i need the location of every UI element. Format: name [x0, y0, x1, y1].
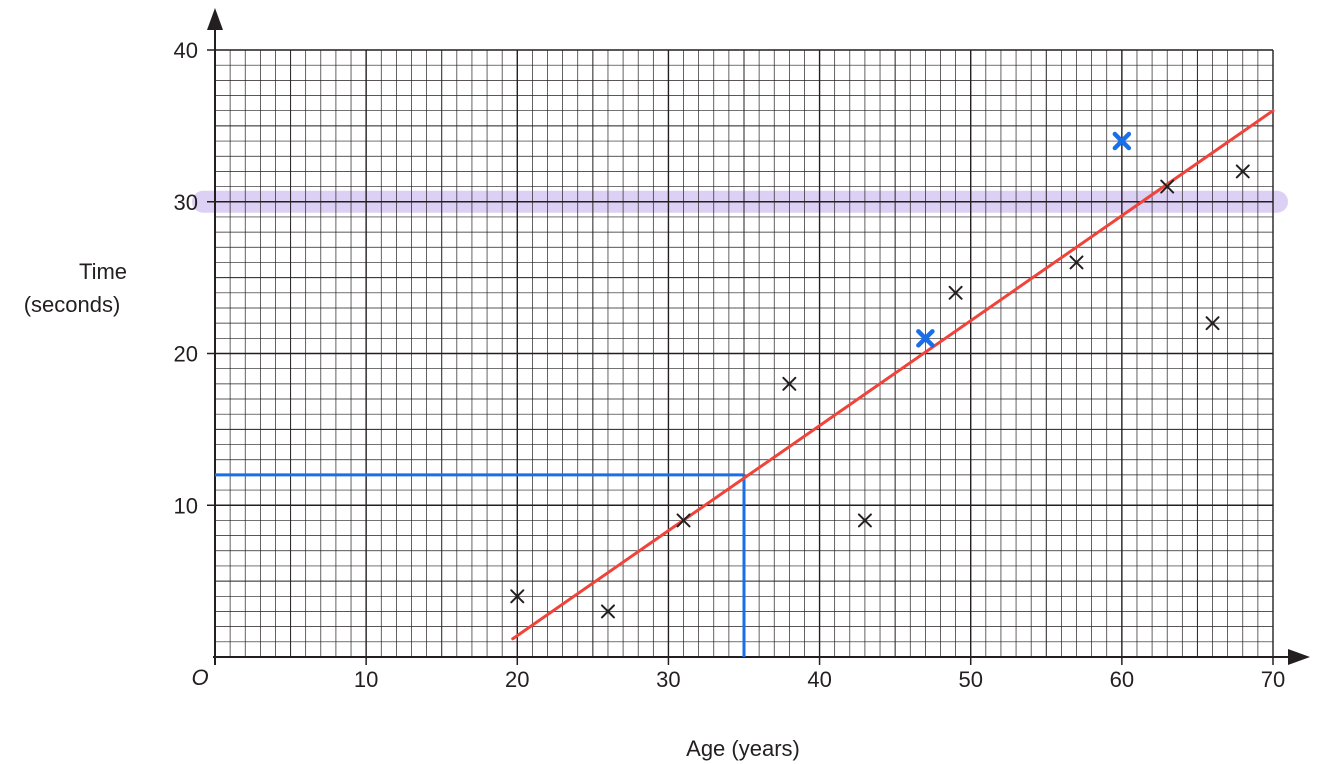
best-fit-layer: [511, 109, 1275, 641]
data-point: [1069, 255, 1084, 270]
cross-icon-stroke: [1205, 316, 1220, 331]
y-tick-label: 10: [174, 493, 198, 518]
data-point: [1205, 316, 1220, 331]
data-point: [510, 589, 525, 604]
y-tick-label: 30: [174, 190, 198, 215]
y-tick-label: 20: [174, 342, 198, 367]
x-tick-label: 20: [505, 667, 529, 692]
cross-icon-stroke: [1112, 131, 1132, 151]
data-point: [1235, 164, 1250, 179]
data-point: [1160, 179, 1175, 194]
x-tick-label: 10: [354, 667, 378, 692]
data-point: [600, 604, 615, 619]
y-tick-label: 40: [174, 38, 198, 63]
x-tick-label: 40: [807, 667, 831, 692]
tick-label-layer: 10 20 30 40 50 60 70 10 20 30 40: [174, 38, 1286, 692]
y-axis-arrow-icon: [207, 8, 223, 30]
cross-icon-stroke: [782, 376, 797, 391]
x-axis-arrow-icon: [1288, 649, 1310, 665]
y-axis-title-line-1: Time: [79, 259, 127, 284]
data-point: [948, 285, 963, 300]
axis-layer: [207, 8, 1310, 665]
cross-icon-stroke: [948, 285, 963, 300]
cross-icon-stroke: [857, 513, 872, 528]
cross-icon-stroke: [916, 329, 935, 348]
x-tick-label: 60: [1110, 667, 1134, 692]
data-point: [676, 513, 691, 528]
cross-icon-stroke: [1235, 164, 1250, 179]
data-points-layer: [510, 131, 1250, 619]
x-tick-label: 50: [958, 667, 982, 692]
line-of-best-fit: [511, 109, 1275, 641]
x-tick-label: 30: [656, 667, 680, 692]
highlighted-data-point: [916, 329, 935, 348]
cross-icon-stroke: [1069, 255, 1084, 270]
x-axis-title: Age (years): [686, 736, 800, 761]
cross-icon-stroke: [510, 589, 525, 604]
reading-lines-layer: [215, 473, 746, 657]
cross-icon-stroke: [600, 604, 615, 619]
x-tick-label: 70: [1261, 667, 1285, 692]
cross-icon-stroke: [676, 513, 691, 528]
data-point: [857, 513, 872, 528]
origin-label: O: [191, 665, 208, 690]
cross-icon-stroke: [1160, 179, 1175, 194]
highlighted-data-point: [1112, 131, 1132, 151]
data-point: [782, 376, 797, 391]
y-axis-title-line-2: (seconds): [24, 292, 121, 317]
